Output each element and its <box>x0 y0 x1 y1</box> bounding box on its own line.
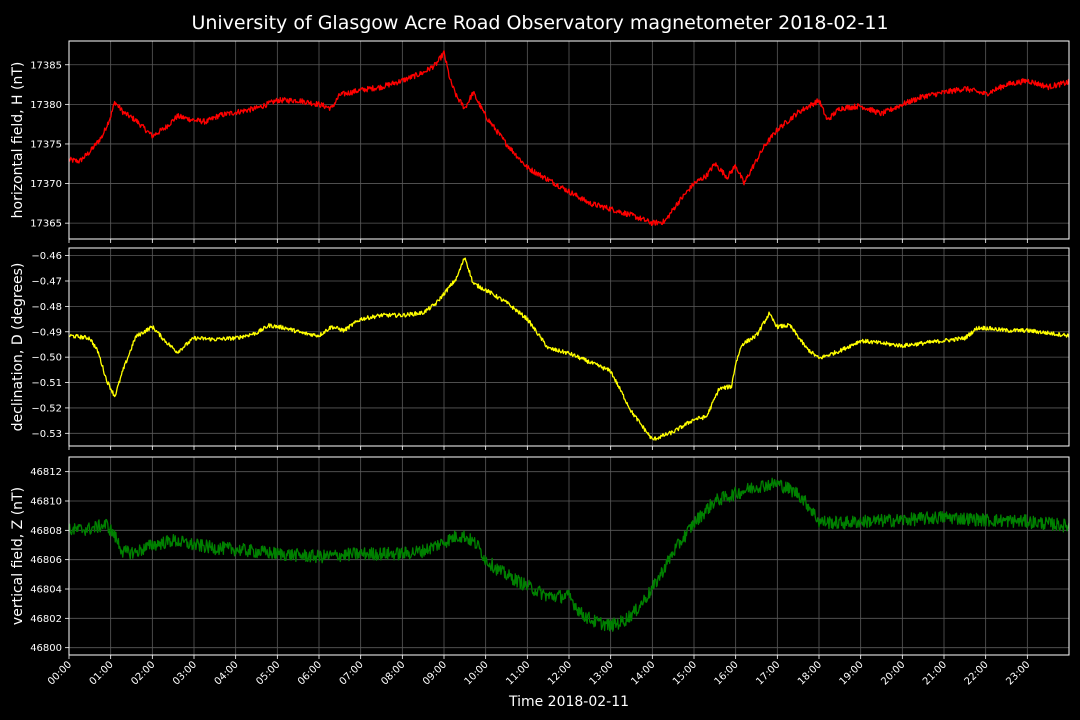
y-tick-label: 17370 <box>30 179 62 190</box>
y-axis-label: horizontal field, H (nT) <box>10 62 26 219</box>
x-tick-label: 09:00 <box>421 659 449 687</box>
x-axis-label: Time 2018-02-11 <box>508 694 629 710</box>
x-tick-label: 12:00 <box>546 659 574 687</box>
x-tick-label: 13:00 <box>588 659 616 687</box>
y-tick-label: 46806 <box>30 555 62 566</box>
y-tick-label: −0.47 <box>31 277 62 288</box>
x-tick-label: 03:00 <box>171 659 199 687</box>
x-tick-label: 22:00 <box>963 659 991 687</box>
y-tick-label: 46804 <box>30 585 62 596</box>
x-tick-label: 06:00 <box>296 659 324 687</box>
y-tick-label: −0.46 <box>31 251 62 262</box>
panel-1: 17365 17370 17375 17380 17385 horizontal fiel… <box>10 40 1070 243</box>
y-tick-label: −0.53 <box>31 429 62 440</box>
x-tick-label: 05:00 <box>254 659 282 687</box>
panel-3: 46800 46802 46804 46806 46808 46810 46812 verti… <box>10 456 1070 659</box>
chart-title: University of Glasgow Acre Road Observat… <box>191 12 888 34</box>
x-tick-label: 04:00 <box>213 659 241 687</box>
plot-frame <box>68 247 1070 447</box>
x-tick-label: 01:00 <box>88 659 116 687</box>
y-tick-label: −0.52 <box>31 403 62 414</box>
y-tick-label: 46808 <box>30 526 62 537</box>
y-tick-label: 17365 <box>30 219 62 230</box>
x-tick-label: 00:00 <box>46 659 74 687</box>
x-tick-label: 18:00 <box>796 659 824 687</box>
series-line-1 <box>68 50 1070 227</box>
x-tick-label: 15:00 <box>671 659 699 687</box>
series-line-2 <box>68 257 1070 441</box>
x-tick-label: 10:00 <box>463 659 491 687</box>
x-tick-label: 08:00 <box>379 659 407 687</box>
x-tick-label: 21:00 <box>921 659 949 687</box>
y-tick-label: 46810 <box>30 497 62 508</box>
y-tick-label: −0.50 <box>31 353 62 364</box>
x-tick-label: 23:00 <box>1004 659 1032 687</box>
y-tick-label: −0.48 <box>31 302 62 313</box>
y-tick-label: 17375 <box>30 139 62 150</box>
x-tick-label: 14:00 <box>629 659 657 687</box>
y-tick-label: 46800 <box>30 643 62 654</box>
x-tick-label: 17:00 <box>754 659 782 687</box>
y-tick-label: −0.51 <box>31 378 62 389</box>
x-tick-label: 11:00 <box>504 659 532 687</box>
y-axis-label: vertical field, Z (nT) <box>10 487 26 625</box>
series-line-3 <box>68 477 1070 632</box>
y-tick-label: 46812 <box>30 467 62 478</box>
x-tick-label: 19:00 <box>838 659 866 687</box>
y-tick-label: 17385 <box>30 60 62 71</box>
y-tick-label: 17380 <box>30 100 62 111</box>
x-tick-label: 02:00 <box>129 659 157 687</box>
panel-2: −0.53 −0.52 −0.51 −0.50 −0.49 −0.48 −0.47 −0.46… <box>10 247 1070 450</box>
plot-frame <box>68 40 1070 240</box>
y-axis-label: declination, D (degrees) <box>10 263 26 432</box>
y-tick-label: 46802 <box>30 614 62 625</box>
plot-frame <box>68 456 1070 656</box>
x-tick-label: 07:00 <box>338 659 366 687</box>
x-tick-label: 16:00 <box>713 659 741 687</box>
x-tick-label: 20:00 <box>879 659 907 687</box>
y-tick-label: −0.49 <box>31 327 62 338</box>
